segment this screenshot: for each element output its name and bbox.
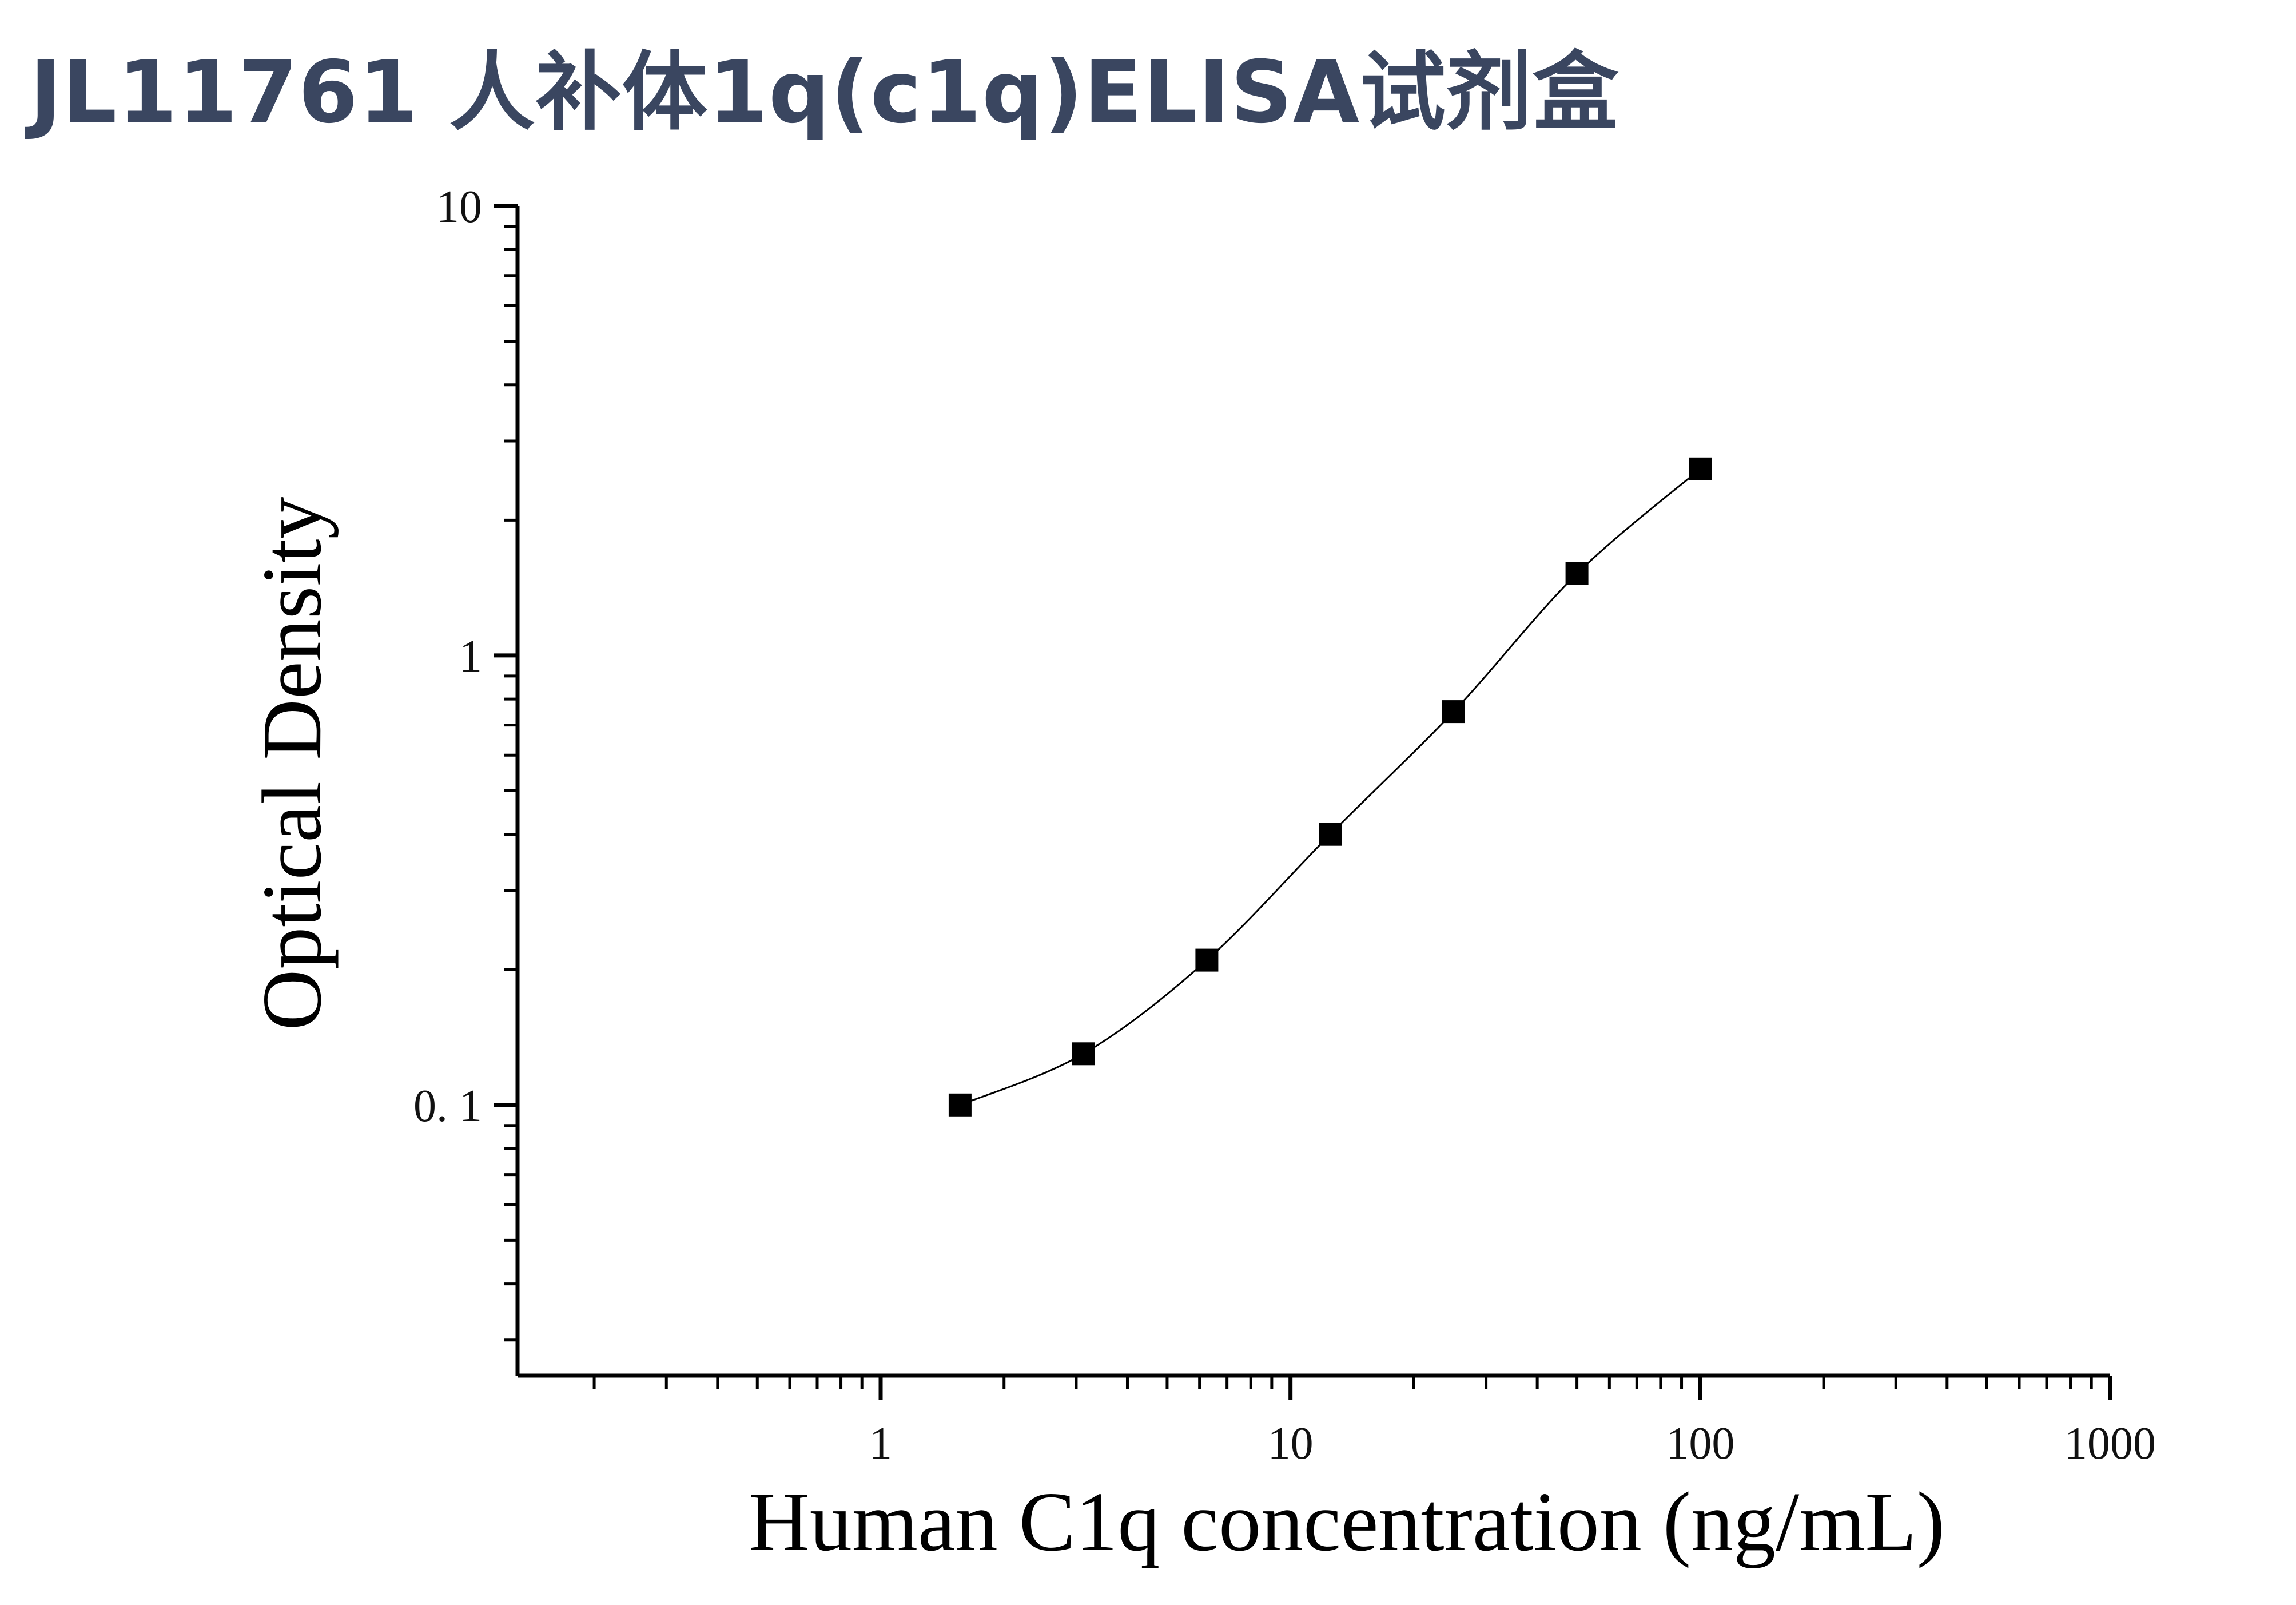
y-axis-title: Optical Density <box>245 496 339 1030</box>
data-point <box>1565 562 1589 585</box>
data-point <box>1072 1042 1095 1066</box>
x-tick-label: 1 <box>869 1419 892 1469</box>
data-points-layer <box>948 457 1712 1117</box>
x-tick-label: 100 <box>1666 1419 1734 1469</box>
data-point <box>1195 948 1219 972</box>
fit-curve <box>960 468 1701 1106</box>
x-axis-title: Human C1q concentration (ng/mL) <box>749 1475 1945 1569</box>
data-point <box>1442 700 1465 724</box>
x-tick-label: 1000 <box>2064 1419 2156 1469</box>
x-tick-label: 10 <box>1268 1419 1314 1469</box>
data-point <box>1319 823 1342 846</box>
y-tick-label: 10 <box>436 182 482 232</box>
fit-curve-layer <box>960 468 1701 1106</box>
data-point <box>948 1093 972 1117</box>
y-tick-label: 1 <box>459 631 482 682</box>
page-title: JL11761 人补体1q(c1q)ELISA试剂盒 <box>30 43 1619 142</box>
data-point <box>1689 457 1712 480</box>
y-tick-label: 0. 1 <box>413 1081 482 1131</box>
chart-axes: 1 10 100 1000 0. 1 1 10 <box>413 182 2156 1469</box>
